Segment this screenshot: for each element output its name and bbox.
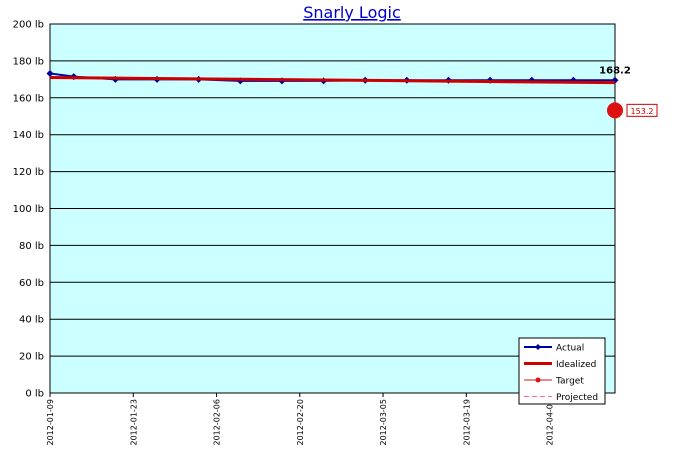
x-tick-label: 2012-03-05 [379, 399, 388, 446]
x-tick-label: 2012-01-23 [129, 399, 138, 446]
legend: Actual Idealized Target Projected [518, 337, 606, 405]
target-point [607, 102, 623, 119]
y-tick-label: 180 lb [13, 56, 44, 67]
data-label: 153.2 [631, 107, 654, 116]
legend-marker [535, 377, 541, 383]
y-tick-label: 200 lb [13, 20, 44, 31]
legend-label: Target [555, 377, 584, 387]
legend-marker [535, 344, 541, 350]
x-tick-label: 2012-01-09 [46, 399, 55, 446]
legend-label: Idealized [556, 360, 596, 370]
y-tick-label: 80 lb [19, 241, 44, 252]
x-tick-label: 2012-02-20 [296, 399, 305, 446]
point [46, 69, 54, 77]
y-tick-label: 40 lb [19, 315, 44, 326]
chart-title: Snarly Logic [303, 3, 401, 22]
data-label: 168.2 [599, 66, 631, 77]
legend-box [518, 337, 606, 405]
x-tick-label: 2012-03-19 [462, 399, 471, 446]
legend-label: Actual [556, 344, 584, 354]
label-box [626, 103, 658, 117]
y-tick-label: 0 lb [25, 389, 44, 400]
y-tick-label: 160 lb [13, 93, 44, 104]
x-tick-label: 2012-04-02 [546, 399, 555, 446]
legend-label: Projected [556, 393, 598, 403]
series-line [49, 76, 616, 85]
y-tick-label: 60 lb [19, 278, 44, 289]
x-tick-label: 2012-02-06 [213, 399, 222, 446]
y-tick-label: 20 lb [19, 352, 44, 363]
y-tick-label: 100 lb [13, 204, 44, 215]
y-tick-label: 140 lb [13, 130, 44, 141]
y-tick-label: 120 lb [13, 167, 44, 178]
